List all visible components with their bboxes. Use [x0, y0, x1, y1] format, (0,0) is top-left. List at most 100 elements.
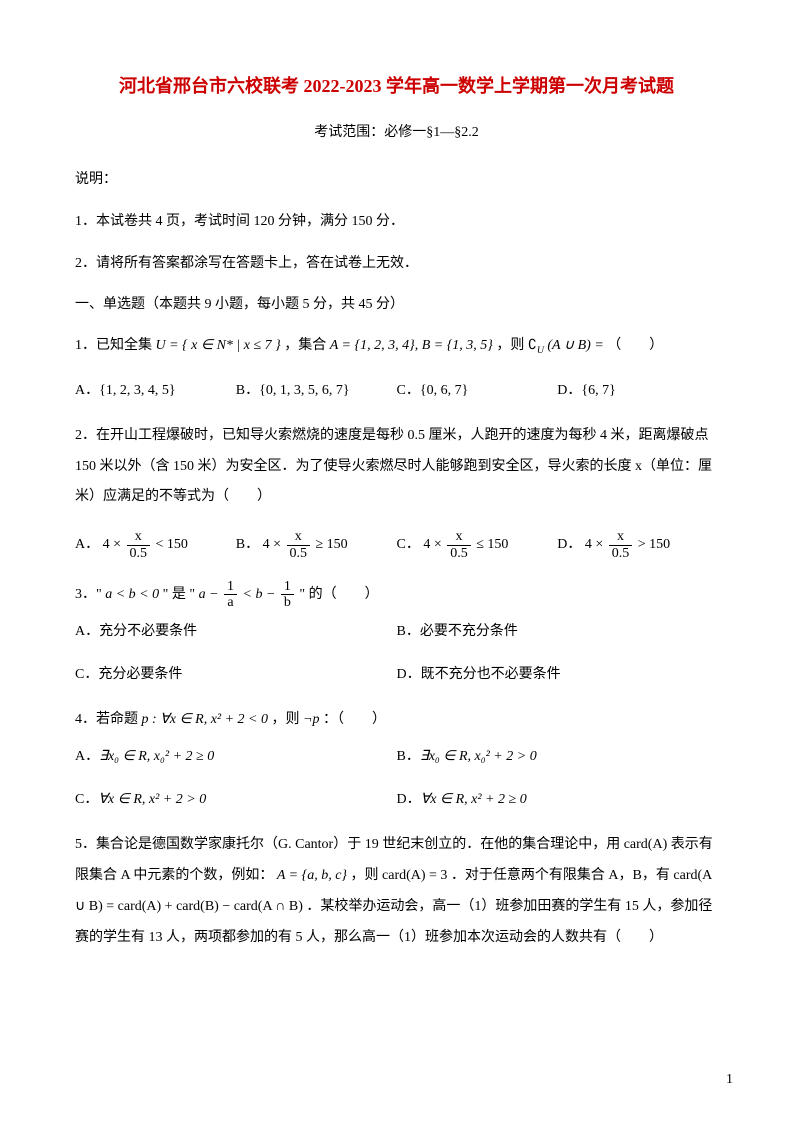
- q2-options: A． 4 × x0.5 < 150 B． 4 × x0.5 ≥ 150 C． 4…: [75, 529, 718, 561]
- q4-opt-b-val: ∃x₀ ∈ R, x₀² + 2 > 0: [420, 749, 537, 764]
- exam-title: 河北省邢台市六校联考 2022-2023 学年高一数学上学期第一次月考试题: [75, 70, 718, 102]
- instructions-label: 说明：: [75, 166, 718, 194]
- q2-opt-a-den: 0.5: [127, 546, 151, 561]
- q4-opt-c-label: C．: [75, 792, 98, 807]
- q1-comp-arg: (A ∪ B) =: [547, 338, 603, 353]
- question-3: 3．" a < b < 0 " 是 " a − 1a < b − 1b " 的（…: [75, 579, 718, 611]
- q5-cardA: card(A): [624, 837, 668, 852]
- q2-opt-d-label: D．: [557, 537, 581, 552]
- q4-opt-d: D．∀x ∈ R, x² + 2 ≥ 0: [397, 787, 719, 812]
- q2-opt-a: A． 4 × x0.5 < 150: [75, 529, 236, 561]
- q5-part4: ．对于任意两个有限集合 A，B，有: [451, 868, 670, 883]
- q3-options-row1: A．充分不必要条件 B．必要不充分条件: [75, 619, 718, 644]
- question-2: 2．在开山工程爆破时，已知导火索燃烧的速度是每秒 0.5 厘米，人跑开的速度为每…: [75, 421, 718, 513]
- q2-opt-b-label: B．: [236, 537, 259, 552]
- q1-opt-b: B．{0, 1, 3, 5, 6, 7}: [236, 378, 397, 403]
- q4-suffix: ：（ ）: [323, 712, 386, 727]
- q2-opt-a-after: < 150: [156, 537, 188, 552]
- q2-opt-c-label: C．: [397, 537, 420, 552]
- question-5: 5．集合论是德国数学家康托尔（G. Cantor）于 19 世纪末创立的．在他的…: [75, 830, 718, 953]
- q5-part3: ，则: [351, 868, 379, 883]
- q3-f2-num: 1: [281, 579, 294, 595]
- q1-opt-a-val: {1, 2, 3, 4, 5}: [99, 383, 175, 398]
- q1-options: A．{1, 2, 3, 4, 5} B．{0, 1, 3, 5, 6, 7} C…: [75, 378, 718, 403]
- q3-opt-d: D．既不充分也不必要条件: [397, 662, 719, 687]
- q3-f1-num: 1: [224, 579, 237, 595]
- q3-options-row2: C．充分必要条件 D．既不充分也不必要条件: [75, 662, 718, 687]
- q4-opt-c-val: ∀x ∈ R, x² + 2 > 0: [98, 792, 206, 807]
- q2-opt-c-after: ≤ 150: [476, 537, 508, 552]
- q1-opt-b-val: {0, 1, 3, 5, 6, 7}: [259, 383, 349, 398]
- q3-lt: < b −: [243, 587, 276, 602]
- q3-suffix: " 的（ ）: [299, 587, 378, 602]
- q2-opt-c: C． 4 × x0.5 ≤ 150: [397, 529, 558, 561]
- q2-opt-b-den: 0.5: [287, 546, 311, 561]
- q1-AB: A = {1, 2, 3, 4}, B = {1, 3, 5}: [330, 338, 493, 353]
- q1-opt-a-label: A．: [75, 383, 99, 398]
- instruction-1: 1．本试卷共 4 页，考试时间 120 分钟，满分 150 分．: [75, 208, 718, 236]
- q1-opt-d-label: D．: [557, 383, 581, 398]
- question-4: 4．若命题 p : ∀x ∈ R, x² + 2 < 0 ，则 ¬p ：（ ）: [75, 705, 718, 736]
- q2-opt-d-num: x: [609, 529, 633, 545]
- q4-opt-b-label: B．: [397, 749, 420, 764]
- q1-blank: （ ）: [607, 338, 663, 353]
- q4-opt-b: B．∃x₀ ∈ R, x₀² + 2 > 0: [397, 744, 719, 769]
- q1-mid1: ，集合: [284, 338, 326, 353]
- q1-opt-b-label: B．: [236, 383, 259, 398]
- q2-opt-b-before: 4 ×: [263, 537, 281, 552]
- q2-opt-b: B． 4 × x0.5 ≥ 150: [236, 529, 397, 561]
- q2-opt-c-den: 0.5: [447, 546, 471, 561]
- q4-p: p : ∀x ∈ R, x² + 2 < 0: [142, 712, 269, 727]
- q5-part1: 5．集合论是德国数学家康托尔（G. Cantor）于 19 世纪末创立的．在他的…: [75, 837, 620, 852]
- instruction-2: 2．请将所有答案都涂写在答题卡上，答在试卷上无效．: [75, 250, 718, 278]
- q4-opt-a-label: A．: [75, 749, 99, 764]
- q2-opt-a-num: x: [127, 529, 151, 545]
- q3-prefix: 3．": [75, 587, 102, 602]
- q1-opt-d: D．{6, 7}: [557, 378, 718, 403]
- q1-opt-d-val: {6, 7}: [581, 383, 615, 398]
- q4-opt-d-val: ∀x ∈ R, x² + 2 ≥ 0: [421, 792, 527, 807]
- q4-opt-a-val: ∃x₀ ∈ R, x₀² + 2 ≥ 0: [99, 749, 214, 764]
- q4-mid: ，则: [272, 712, 300, 727]
- question-1: 1．已知全集 U = { x ∈ N* | x ≤ 7 } ，集合 A = {1…: [75, 331, 718, 362]
- q5-example-card: card(A) = 3: [382, 868, 447, 883]
- q2-opt-c-before: 4 ×: [423, 537, 441, 552]
- q4-prefix: 4．若命题: [75, 712, 138, 727]
- q1-prefix: 1．已知全集: [75, 338, 152, 353]
- q1-U: U = { x ∈ N* | x ≤ 7 }: [156, 338, 281, 353]
- q1-comp-sub: U: [537, 345, 544, 356]
- q3-opt-c: C．充分必要条件: [75, 662, 397, 687]
- q4-options-row2: C．∀x ∈ R, x² + 2 > 0 D．∀x ∈ R, x² + 2 ≥ …: [75, 787, 718, 812]
- q4-opt-a: A．∃x₀ ∈ R, x₀² + 2 ≥ 0: [75, 744, 397, 769]
- q2-opt-a-label: A．: [75, 537, 99, 552]
- q3-f1-den: a: [224, 595, 237, 610]
- q2-opt-d-den: 0.5: [609, 546, 633, 561]
- q1-comp: ∁: [528, 338, 537, 353]
- q1-opt-c-val: {0, 6, 7}: [420, 383, 468, 398]
- q1-opt-c: C．{0, 6, 7}: [397, 378, 558, 403]
- q4-opt-d-label: D．: [397, 792, 421, 807]
- q5-example-set: A = {a, b, c}: [277, 868, 347, 883]
- q3-mid: " 是 ": [163, 587, 195, 602]
- q2-opt-d-after: > 150: [638, 537, 670, 552]
- q4-opt-c: C．∀x ∈ R, x² + 2 > 0: [75, 787, 397, 812]
- q4-neg: ¬p: [303, 712, 319, 727]
- q2-opt-a-before: 4 ×: [103, 537, 121, 552]
- q3-cond1: a < b < 0: [105, 587, 159, 602]
- q2-opt-c-num: x: [447, 529, 471, 545]
- q3-opt-b: B．必要不充分条件: [397, 619, 719, 644]
- q3-f2-den: b: [281, 595, 294, 610]
- q1-opt-a: A．{1, 2, 3, 4, 5}: [75, 378, 236, 403]
- q2-opt-b-after: ≥ 150: [316, 537, 348, 552]
- q1-mid2: ，则: [496, 338, 524, 353]
- q3-opt-a: A．充分不必要条件: [75, 619, 397, 644]
- q2-opt-d: D． 4 × x0.5 > 150: [557, 529, 718, 561]
- q2-opt-b-num: x: [287, 529, 311, 545]
- page-number: 1: [726, 1067, 733, 1092]
- q3-cond2a: a −: [199, 587, 219, 602]
- exam-scope: 考试范围：必修一§1—§2.2: [75, 120, 718, 145]
- section-1-header: 一、单选题（本题共 9 小题，每小题 5 分，共 45 分）: [75, 292, 718, 317]
- q4-options-row1: A．∃x₀ ∈ R, x₀² + 2 ≥ 0 B．∃x₀ ∈ R, x₀² + …: [75, 744, 718, 769]
- q1-opt-c-label: C．: [397, 383, 420, 398]
- q2-opt-d-before: 4 ×: [585, 537, 603, 552]
